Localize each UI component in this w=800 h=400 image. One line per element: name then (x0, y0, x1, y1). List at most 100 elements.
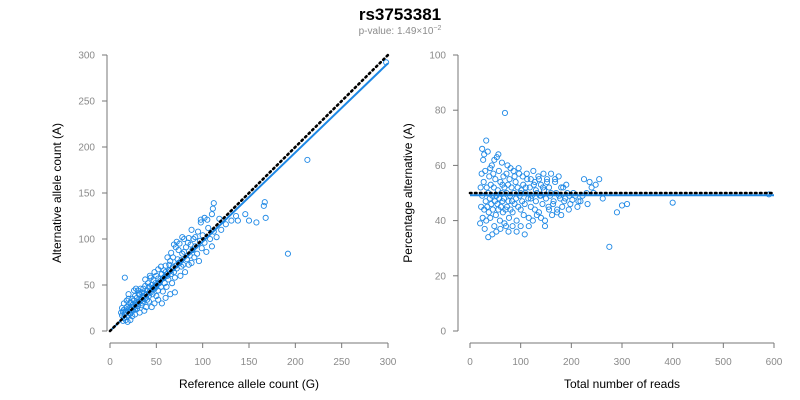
data-point (532, 198, 539, 205)
data-point (171, 274, 178, 281)
data-point (561, 198, 568, 205)
y-tick-label: 0 (89, 327, 95, 338)
data-point (520, 212, 527, 219)
data-point (543, 178, 551, 186)
data-point (511, 173, 518, 180)
data-point (501, 109, 509, 117)
data-point (478, 203, 485, 210)
data-point (559, 203, 566, 210)
data-point (153, 272, 160, 279)
data-point (525, 214, 532, 221)
data-point (580, 176, 588, 183)
data-point (151, 269, 158, 276)
data-point (487, 181, 494, 188)
data-point (599, 195, 606, 202)
data-point (515, 165, 522, 172)
data-point (514, 184, 521, 191)
data-point (145, 298, 152, 305)
y-axis-label: Alternative allele count (A) (50, 123, 64, 263)
y-tick-label: 50 (84, 281, 96, 292)
data-point (179, 234, 186, 241)
data-point (558, 184, 565, 191)
data-point (481, 225, 488, 232)
data-point (519, 198, 526, 205)
data-point (540, 170, 547, 177)
data-point (558, 212, 565, 219)
data-point (552, 178, 559, 186)
data-point (168, 249, 175, 256)
data-point (482, 198, 489, 205)
data-point (199, 232, 206, 239)
data-point (493, 228, 500, 235)
data-point (574, 203, 581, 210)
y-tick-label: 80 (435, 106, 447, 117)
data-point (505, 228, 512, 235)
data-point (122, 316, 129, 324)
data-point (187, 241, 194, 248)
y-tick-label: 100 (429, 51, 446, 62)
data-point (195, 258, 203, 265)
data-point (541, 223, 549, 230)
data-point (504, 181, 512, 188)
data-point (552, 176, 559, 183)
data-point (137, 285, 144, 292)
data-point (522, 184, 529, 191)
data-point (207, 235, 214, 243)
data-point (503, 170, 510, 177)
data-point (496, 217, 503, 224)
data-point (164, 254, 171, 261)
x-tick-label: 100 (194, 357, 211, 368)
data-point (182, 269, 189, 276)
data-point (618, 202, 626, 209)
data-point (181, 248, 188, 255)
data-point (129, 295, 136, 302)
data-point (530, 181, 537, 188)
data-point (533, 212, 540, 219)
data-point (194, 228, 202, 235)
x-axis-label: Reference allele count (G) (179, 377, 319, 391)
data-point (507, 165, 514, 172)
data-point (169, 280, 176, 287)
data-point (477, 220, 484, 227)
x-tick-label: 300 (380, 357, 397, 368)
data-point (159, 288, 166, 295)
data-point (481, 151, 488, 158)
data-point (304, 156, 311, 163)
data-point (245, 217, 253, 224)
data-point (488, 200, 495, 208)
data-point (497, 225, 504, 232)
data-point (201, 214, 208, 221)
data-point (508, 184, 515, 191)
data-point (549, 212, 556, 219)
data-point (208, 211, 215, 218)
y-tick-label: 250 (78, 97, 95, 108)
data-point (487, 165, 494, 172)
data-point (495, 151, 502, 158)
x-tick-label: 400 (664, 357, 681, 368)
data-point (586, 178, 593, 186)
data-point (531, 206, 538, 213)
data-point (208, 243, 215, 250)
data-point (191, 254, 198, 261)
data-point (174, 256, 181, 263)
data-point (592, 181, 599, 188)
data-point (480, 156, 487, 163)
data-point (490, 170, 497, 177)
data-point (260, 202, 267, 209)
data-point (543, 176, 551, 183)
data-point (142, 276, 149, 283)
data-point (545, 206, 553, 213)
data-point (179, 250, 186, 257)
x-axis-label: Total number of reads (564, 377, 680, 391)
data-point (523, 170, 530, 177)
data-point (148, 304, 155, 311)
data-point (535, 173, 542, 180)
data-point (483, 137, 490, 144)
data-point (479, 214, 486, 221)
data-point (588, 184, 595, 191)
data-point (494, 187, 501, 194)
x-tick-label: 150 (241, 357, 258, 368)
data-point (489, 231, 496, 238)
data-point (613, 209, 620, 216)
data-point (253, 219, 260, 226)
